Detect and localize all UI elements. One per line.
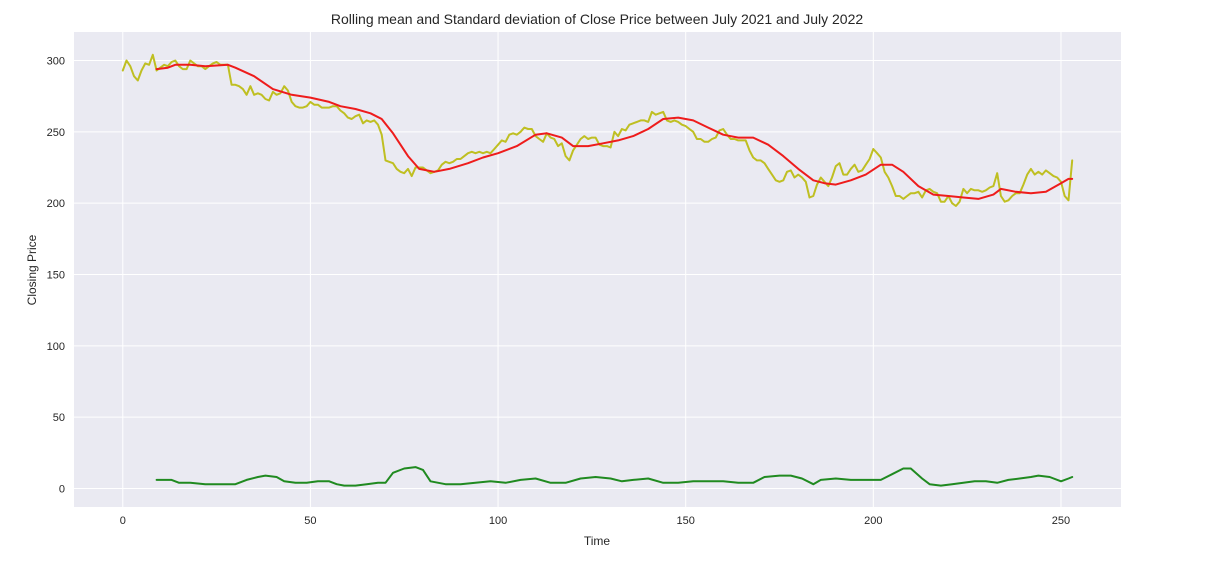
x-ticks: 0 50 100 150 200 250 <box>120 515 1070 527</box>
x-tick-label: 200 <box>864 515 882 527</box>
x-tick-label: 100 <box>489 515 507 527</box>
rolling-std-line <box>155 466 1074 487</box>
x-axis-label: Time <box>584 534 611 548</box>
y-tick-label: 250 <box>47 127 65 139</box>
y-ticks: 0 50 100 150 200 250 300 <box>47 56 65 496</box>
series-lines <box>121 53 1074 487</box>
x-tick-label: 0 <box>120 515 126 527</box>
grid <box>74 32 1121 507</box>
y-tick-label: 300 <box>47 56 65 68</box>
plot-background <box>74 32 1121 507</box>
y-tick-label: 200 <box>47 198 65 210</box>
x-tick-label: 50 <box>304 515 316 527</box>
y-tick-label: 150 <box>47 269 65 281</box>
y-tick-label: 100 <box>47 341 65 353</box>
rolling-mean-line <box>155 63 1074 200</box>
y-axis-label: Closing Price <box>25 234 39 305</box>
x-tick-label: 150 <box>677 515 695 527</box>
x-tick-label: 250 <box>1052 515 1070 527</box>
y-tick-label: 50 <box>53 412 65 424</box>
chart-title: Rolling mean and Standard deviation of C… <box>331 11 864 27</box>
y-tick-label: 0 <box>59 483 65 495</box>
